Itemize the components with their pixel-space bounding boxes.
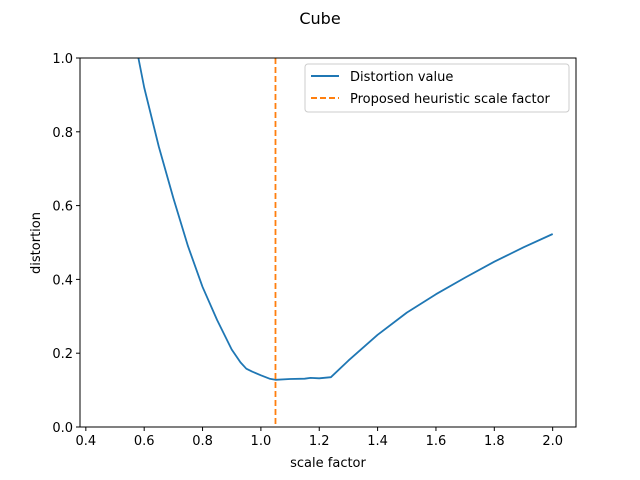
y-tick-label: 1.0 (52, 52, 73, 67)
y-tick-label: 0.8 (52, 126, 73, 141)
legend-box (304, 63, 570, 113)
x-tick-label: 1.8 (484, 434, 505, 449)
x-tick-label: 0.6 (134, 434, 155, 449)
x-tick-label: 1.6 (426, 434, 447, 449)
x-tick-label: 1.0 (251, 434, 272, 449)
chart-title: Cube (299, 9, 340, 28)
y-axis-label: distortion (29, 212, 44, 274)
y-tick-label: 0.6 (52, 200, 73, 215)
legend-label-heuristic-scale-factor: Proposed heuristic scale factor (350, 92, 551, 107)
distortion-value-line (137, 57, 554, 381)
legend-label-distortion-value: Distortion value (350, 70, 453, 85)
x-tick-label: 0.4 (75, 434, 96, 449)
x-tick-label: 1.2 (309, 434, 330, 449)
x-axis: 0.4 0.6 0.8 1.0 1.2 1.4 1.6 1.8 2.0 (75, 427, 563, 449)
x-axis-label: scale factor (290, 456, 366, 471)
x-tick-label: 1.4 (367, 434, 388, 449)
legend: Distortion value Proposed heuristic scal… (304, 63, 570, 113)
x-tick-label: 2.0 (542, 434, 563, 449)
y-tick-label: 0.2 (52, 347, 73, 362)
y-tick-label: 0.4 (52, 273, 73, 288)
y-tick-label: 0.0 (52, 421, 73, 436)
y-axis: 0.0 0.2 0.4 0.6 0.8 1.0 (52, 52, 80, 436)
x-tick-label: 0.8 (192, 434, 213, 449)
plot-area (137, 57, 554, 427)
axes-frame (79, 57, 577, 428)
